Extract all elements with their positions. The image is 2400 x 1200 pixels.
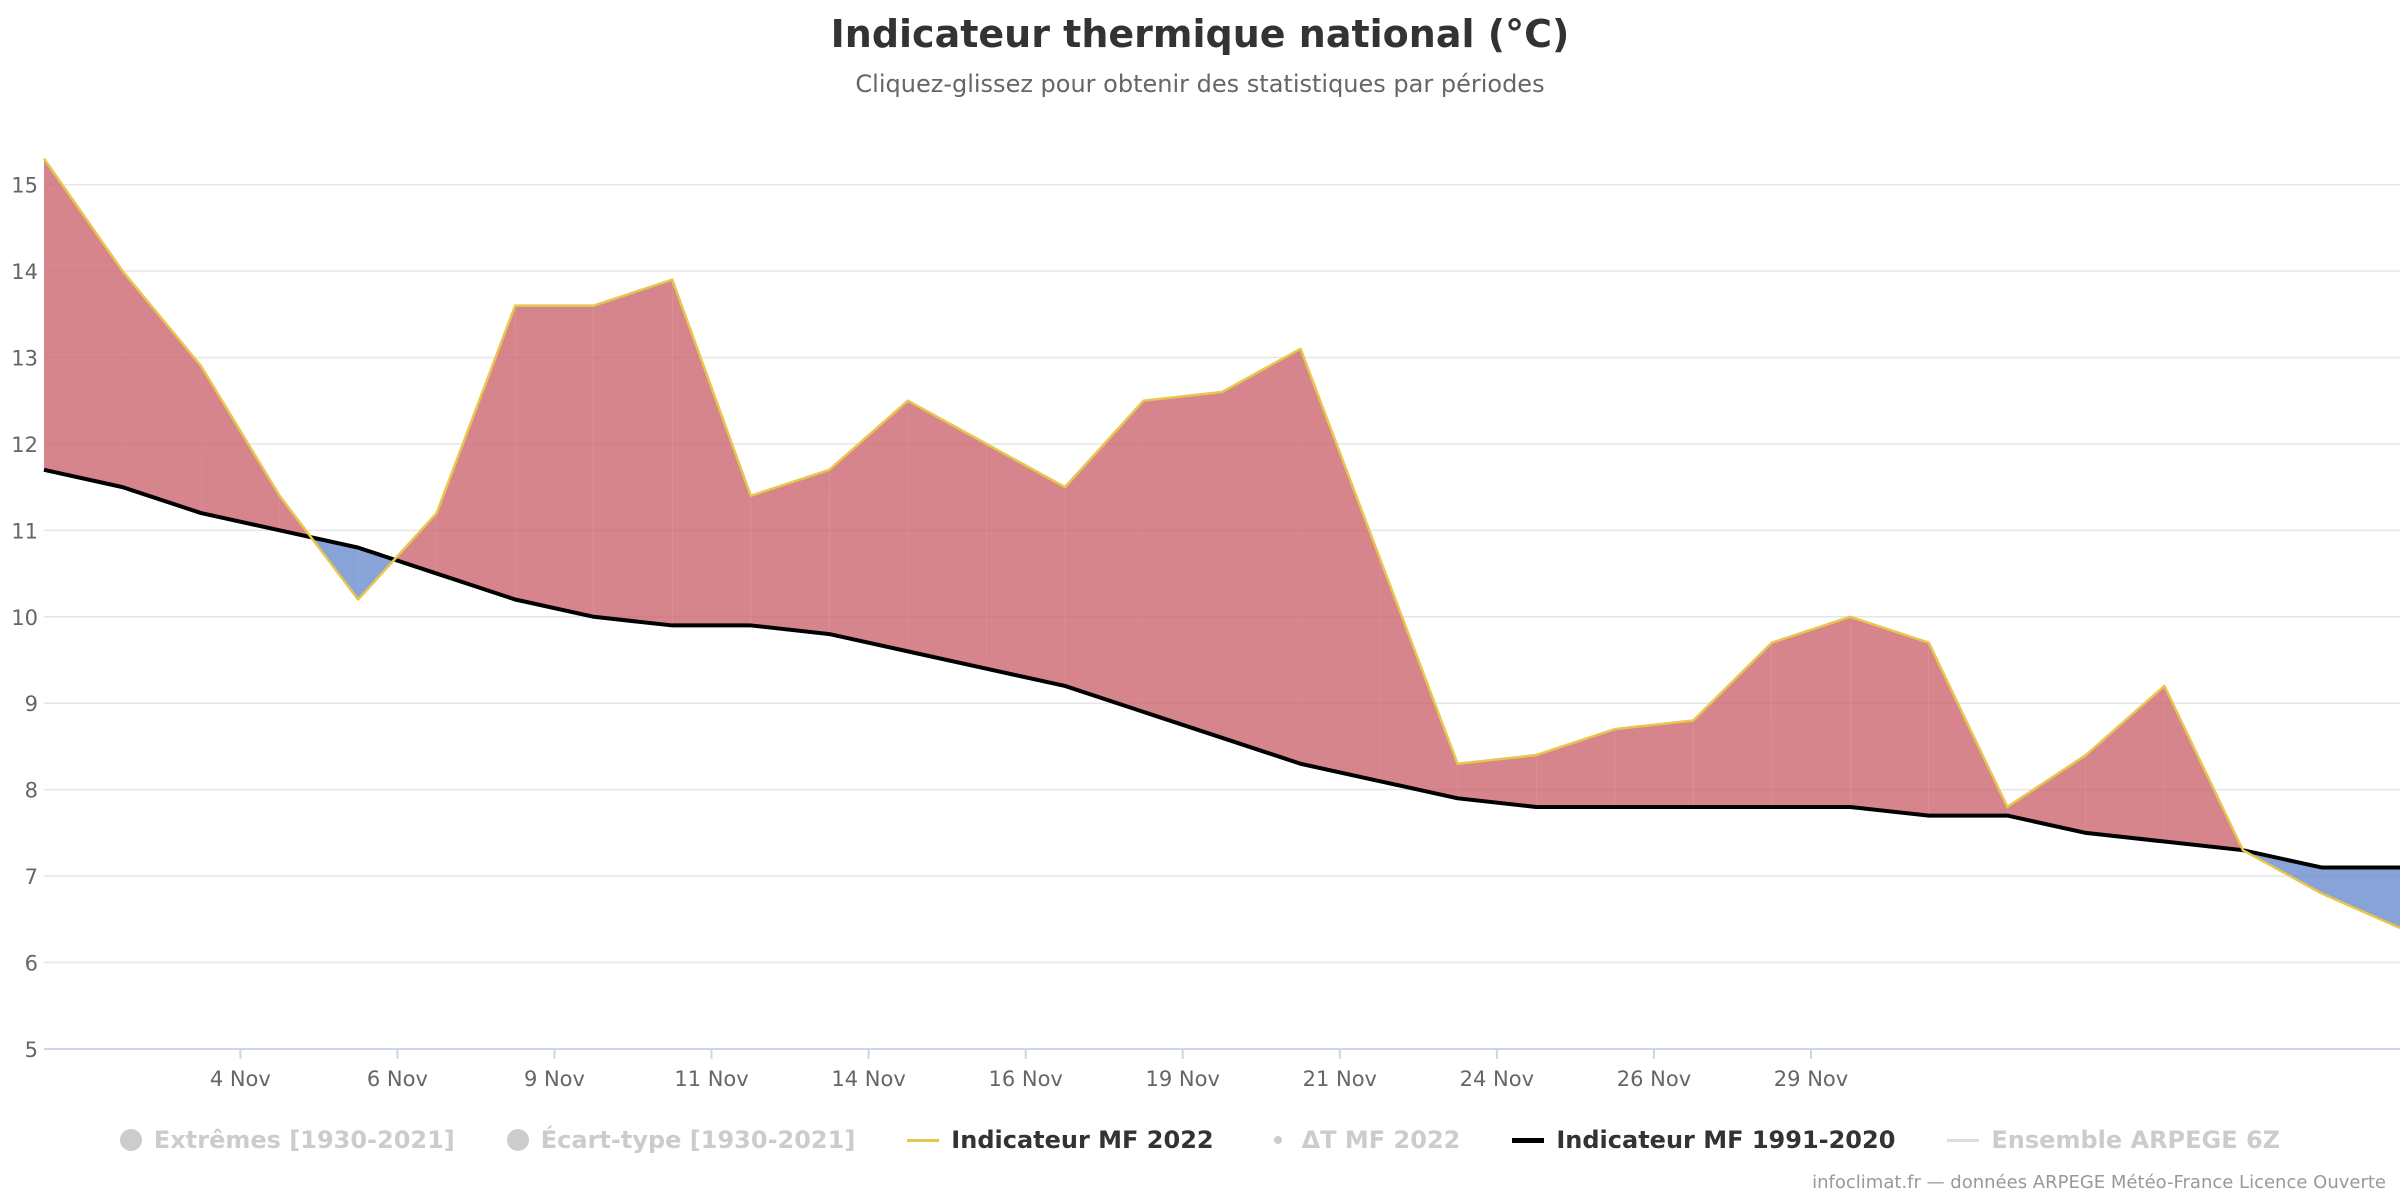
legend-line-icon bbox=[907, 1138, 940, 1142]
anomaly-segment bbox=[122, 271, 202, 514]
x-tick-label: 19 Nov bbox=[1146, 1067, 1220, 1091]
y-tick-label: 14 bbox=[11, 260, 38, 284]
axes: 5 6 7 8 9 10 11 12 13 14 15 4 Nov 6 Nov 9 Nov 11 Nov 14… bbox=[11, 174, 2400, 1091]
x-tick-label: 26 Nov bbox=[1617, 1067, 1691, 1091]
y-tick-label: 15 bbox=[11, 174, 38, 198]
anomaly-segment bbox=[201, 366, 280, 531]
legend-item-indicateur-2022[interactable]: Indicateur MF 2022 bbox=[907, 1126, 1214, 1154]
x-tick-label: 11 Nov bbox=[674, 1067, 748, 1091]
x-tick-label: 16 Nov bbox=[988, 1067, 1062, 1091]
anomaly-fill bbox=[44, 158, 2400, 928]
anomaly-segment bbox=[593, 279, 673, 626]
y-tick-label: 12 bbox=[11, 433, 38, 457]
y-tick-label: 8 bbox=[25, 779, 38, 803]
x-tick-label: 24 Nov bbox=[1460, 1067, 1534, 1091]
legend-line-icon bbox=[1947, 1138, 1980, 1142]
legend-label: Extrêmes [1930-2021] bbox=[153, 1126, 455, 1154]
x-tick-label: 6 Nov bbox=[367, 1067, 428, 1091]
anomaly-segment bbox=[1143, 392, 1222, 738]
y-tick-label: 5 bbox=[25, 1038, 38, 1062]
legend-item-indicateur-normale[interactable]: Indicateur MF 1991-2020 bbox=[1512, 1126, 1895, 1154]
anomaly-segment bbox=[829, 400, 908, 652]
legend-line-icon bbox=[1512, 1137, 1545, 1143]
legend-item-delta-t[interactable]: ΔT MF 2022 bbox=[1266, 1126, 1461, 1154]
y-tick-label: 13 bbox=[11, 346, 38, 370]
anomaly-segment bbox=[358, 547, 395, 600]
anomaly-segment bbox=[1222, 348, 1301, 764]
anomaly-segment bbox=[1693, 642, 1772, 807]
x-tick-label: 29 Nov bbox=[1774, 1067, 1848, 1091]
x-tick-label: 21 Nov bbox=[1303, 1067, 1377, 1091]
anomaly-segment bbox=[750, 469, 830, 635]
anomaly-segment bbox=[1064, 400, 1144, 712]
chart-title: Indicateur thermique national (°C) bbox=[830, 12, 1570, 56]
legend: Extrêmes [1930-2021] Écart-type [1930-20… bbox=[0, 1126, 2400, 1154]
legend-label: Indicateur MF 2022 bbox=[951, 1126, 1214, 1154]
y-tick-label: 9 bbox=[25, 692, 38, 716]
anomaly-segment bbox=[2321, 867, 2400, 928]
legend-small-dot-icon bbox=[1273, 1136, 1282, 1144]
anomaly-segment bbox=[1771, 616, 1851, 807]
credits-link[interactable]: infoclimat.fr — données ARPEGE Météo-Fra… bbox=[1812, 1172, 2386, 1193]
series-line-indicateur-2022 bbox=[42, 157, 2400, 930]
anomaly-segment bbox=[2007, 755, 2086, 833]
anomaly-segment bbox=[436, 305, 516, 600]
x-tick-label: 14 Nov bbox=[831, 1067, 905, 1091]
y-tick-label: 11 bbox=[11, 519, 38, 543]
legend-item-ensemble-arpege[interactable]: Ensemble ARPEGE 6Z bbox=[1947, 1126, 2280, 1154]
anomaly-segment bbox=[1457, 755, 1537, 807]
anomaly-segment bbox=[2085, 685, 2165, 842]
legend-label: Écart-type [1930-2021] bbox=[540, 1126, 856, 1154]
chart-subtitle: Cliquez-glissez pour obtenir des statist… bbox=[855, 70, 1545, 98]
anomaly-segment bbox=[44, 158, 123, 488]
anomaly-segment bbox=[394, 513, 437, 574]
y-tick-label: 6 bbox=[25, 952, 38, 976]
legend-dot-icon bbox=[506, 1129, 529, 1151]
anomaly-segment bbox=[1850, 616, 1929, 816]
chart-area[interactable]: 5 6 7 8 9 10 11 12 13 14 15 4 Nov 6 Nov 9 Nov 11 Nov 14… bbox=[0, 0, 2400, 1120]
series-lines bbox=[42, 157, 2400, 930]
anomaly-segment bbox=[515, 305, 594, 617]
legend-label: ΔT MF 2022 bbox=[1301, 1126, 1461, 1154]
anomaly-segment bbox=[1614, 720, 1694, 807]
y-tick-label: 7 bbox=[25, 865, 38, 889]
anomaly-segment bbox=[1300, 348, 1380, 782]
x-tick-label: 4 Nov bbox=[210, 1067, 271, 1091]
series-line-indicateur-1991-2020 bbox=[43, 467, 2400, 870]
anomaly-segment bbox=[672, 279, 751, 626]
legend-item-ecart-type[interactable]: Écart-type [1930-2021] bbox=[506, 1126, 856, 1154]
legend-label: Indicateur MF 1991-2020 bbox=[1556, 1126, 1896, 1154]
legend-dot-icon bbox=[119, 1129, 142, 1151]
x-tick-label: 9 Nov bbox=[524, 1067, 585, 1091]
y-tick-label: 10 bbox=[11, 606, 38, 630]
legend-item-extremes[interactable]: Extrêmes [1930-2021] bbox=[119, 1126, 455, 1154]
anomaly-segment bbox=[907, 400, 987, 669]
anomaly-segment bbox=[986, 443, 1065, 686]
anomaly-segment bbox=[1379, 556, 1458, 799]
legend-label: Ensemble ARPEGE 6Z bbox=[1991, 1126, 2281, 1154]
